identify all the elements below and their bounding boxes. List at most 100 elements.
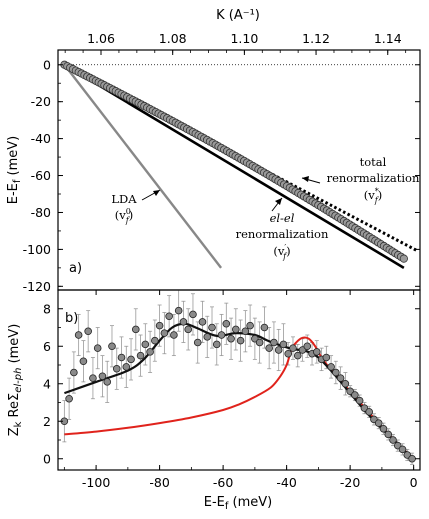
data-point-b [274,346,283,354]
panel-b: -100 -80 -60 -40 -20 0 0 2 4 6 8 b) Zk ReΣel-ph (m… [7,289,421,512]
data-point-b [98,372,107,381]
data-point-b [355,396,364,405]
data-point-b [341,379,350,388]
panel-b-series [60,289,416,465]
data-point-b [279,340,288,349]
data-point-b [70,368,78,377]
panel-b-xlabel: E-Ef (meV) [204,495,273,512]
data-point-b [184,325,192,334]
annotation-elel: el-el renormalization (v′ f) [236,197,329,261]
top-x-tick-label: 1.12 [302,31,330,46]
data-point-b [379,424,388,433]
data-point-b [89,374,97,382]
data-point-b [232,325,240,334]
arrow-total-head [302,176,309,182]
lda-sub: f [125,216,131,225]
panel-a-series [58,60,420,269]
data-point-b [365,408,373,416]
y-tick-label-b: 6 [43,339,51,354]
data-point-b [155,321,164,330]
data-point-a [399,254,408,263]
data-point-b [332,368,340,377]
y-tick-label-a: -100 [23,242,51,257]
lda-sup: 0 [126,207,131,216]
data-point-b [127,355,135,364]
data-point-b [293,351,302,360]
data-point-b [336,374,345,382]
elel-paren: (v [273,244,284,258]
data-point-b [408,454,416,463]
data-point-b [351,391,359,399]
data-point-b [217,331,226,339]
data-point-b [79,357,88,366]
data-point-b [146,348,154,356]
x-tick-label-b: -60 [213,475,233,490]
data-point-b [131,325,140,334]
data-point-b [179,318,188,326]
total-close: ) [378,188,383,202]
y-tick-label-b: 2 [43,414,51,429]
data-point-b [141,340,150,349]
data-point-b [208,323,216,332]
y-tick-label-a: -60 [31,168,51,183]
data-point-b [84,327,92,336]
data-point-b [198,318,207,326]
data-point-b [236,336,245,345]
data-point-b [312,348,321,356]
y-tick-label-b: 4 [43,376,51,391]
panel-a-ticks: 1.06 1.08 1.10 1.12 1.14 0 -20 -40 -60 -80 -100 -12… [23,31,420,294]
data-point-b [389,436,397,444]
data-point-b [303,342,312,351]
total-paren: (v [364,188,375,202]
top-x-tick-label: 1.14 [374,31,402,46]
y-tick-label-a: -20 [31,94,51,109]
data-point-b [136,351,145,360]
annotation-elel-line1: el-el [270,211,295,225]
data-point-b [284,349,293,358]
data-point-b [212,340,221,349]
data-point-b [112,364,121,373]
data-point-b [265,344,273,352]
panel-a-ylabel: E-Ef (meV) [6,136,23,205]
data-point-b [151,336,159,345]
y-tick-label-a: 0 [43,57,51,72]
panel-a-label: a) [69,261,82,276]
data-point-b [103,378,112,386]
y-tick-label-b: 0 [43,451,51,466]
data-point-b [246,321,254,330]
data-point-b [189,310,197,319]
total-sup: * [375,187,379,196]
data-point-b [160,329,169,337]
ylabel-b-sigma-sub: el-ph [13,368,24,393]
data-point-b [117,353,126,362]
ylabel-b-zk-sub: k [13,421,24,427]
x-tick-label-b: -20 [340,475,360,490]
data-point-b [374,419,383,427]
top-x-tick-label: 1.06 [87,31,115,46]
data-point-b [74,331,83,339]
data-point-b [222,319,231,328]
y-tick-label-b: 8 [43,301,51,316]
data-point-b [65,394,73,403]
data-point-b [108,342,116,351]
data-point-b [170,331,178,339]
elel-line [63,63,405,269]
data-point-b [174,306,183,315]
top-x-tick-label: 1.08 [159,31,187,46]
annotation-elel-line3: (v′ f) [273,243,290,261]
y-tick-label-a: -40 [31,131,51,146]
data-point-b [327,363,335,371]
y-tick-label-a: -80 [31,205,51,220]
annotation-total-line3: (v* f) [364,187,382,205]
xlabel-sub: f [225,501,229,512]
annotation-lda-line2: (v0 f) [115,207,134,225]
elel-close: ) [286,244,291,258]
lda-close: ) [129,208,134,222]
panel-a: 1.06 1.08 1.10 1.12 1.14 0 -20 -40 -60 -80 -100 -12… [6,31,421,294]
annotation-total-line1: total [360,155,387,169]
data-point-b [322,353,331,362]
arrow-lda-head [153,190,160,196]
data-point-b [398,445,407,454]
y-tick-label-a: -120 [23,279,51,294]
